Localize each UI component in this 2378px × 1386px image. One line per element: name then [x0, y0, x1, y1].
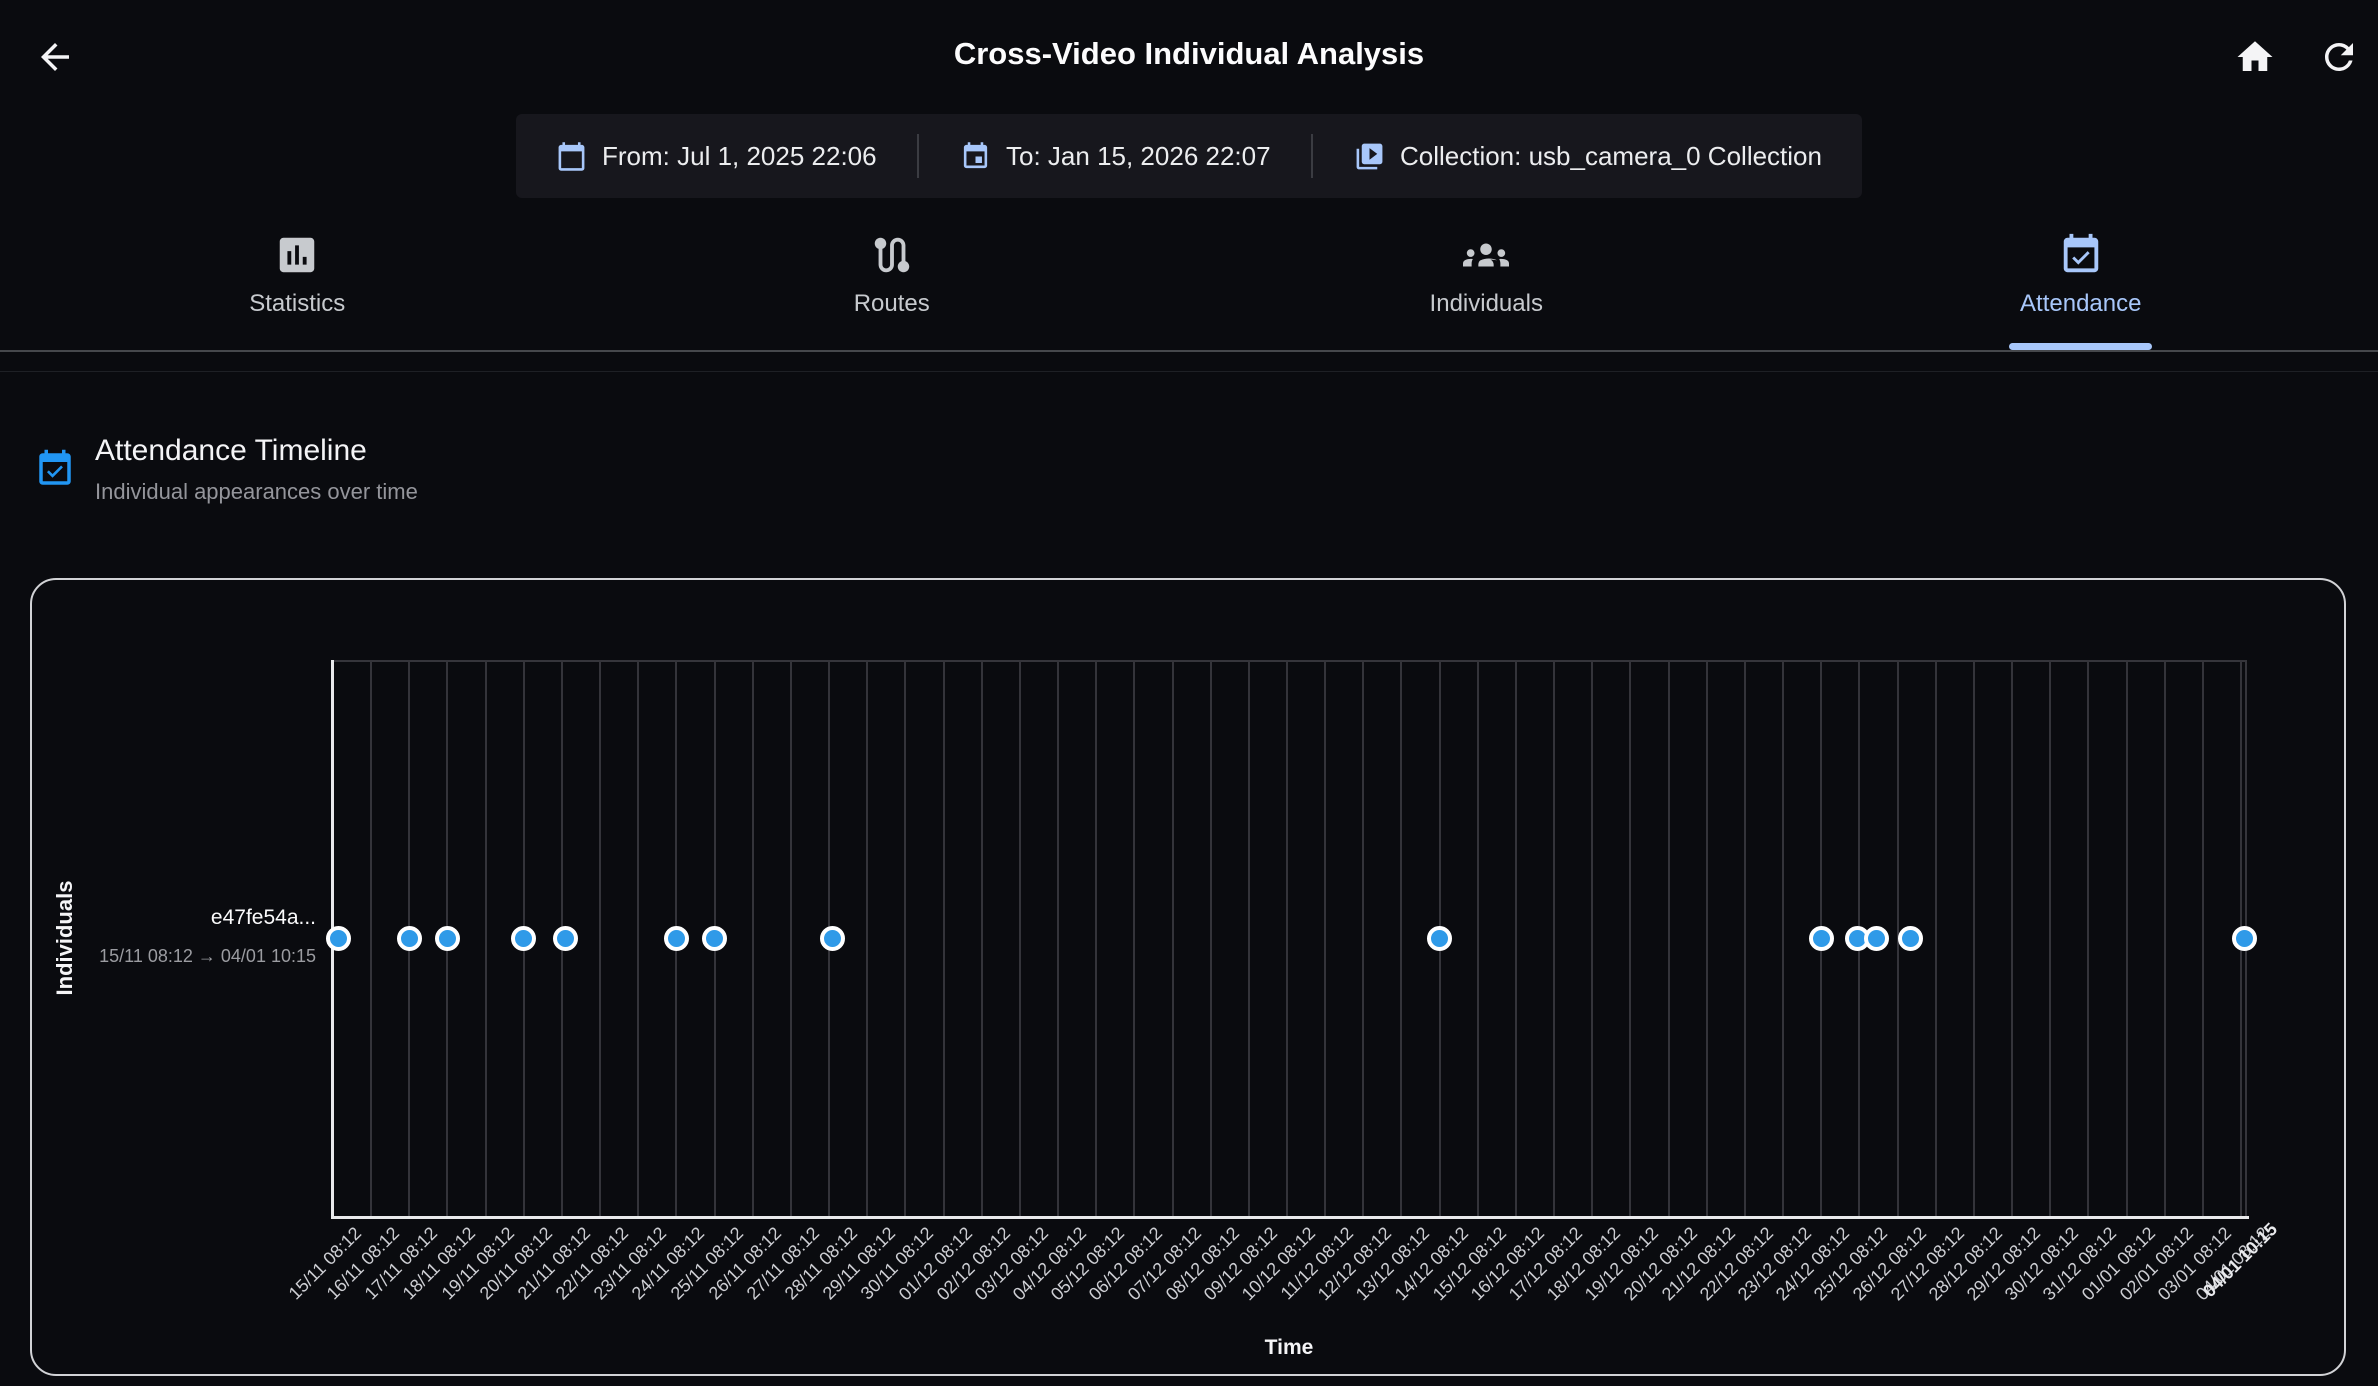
- home-icon: [2237, 41, 2273, 71]
- filter-divider: [917, 134, 920, 178]
- home-button[interactable]: [2234, 36, 2276, 78]
- individual-id-label: e47fe54a...: [210, 906, 316, 929]
- section-title: Attendance Timeline: [95, 434, 367, 467]
- x-axis-title: Time: [1264, 1336, 1314, 1359]
- tab-individuals-label: Individuals: [1429, 290, 1543, 317]
- tabs-divider: [0, 350, 2378, 352]
- filter-collection[interactable]: Collection: usb_camera_0 Collection: [1354, 141, 1822, 172]
- gridline: [484, 660, 487, 1216]
- appearance-dot[interactable]: [1898, 925, 1924, 951]
- gridline: [1667, 660, 1670, 1216]
- plot-top-border: [333, 660, 2246, 662]
- gridline: [866, 660, 869, 1216]
- gridline: [1934, 660, 1937, 1216]
- appearance-dot[interactable]: [1427, 925, 1453, 951]
- gridline: [1591, 660, 1594, 1216]
- statistics-icon: [280, 237, 315, 273]
- gridline: [637, 660, 640, 1216]
- gridline: [370, 660, 373, 1216]
- tab-attendance-label: Attendance: [2020, 290, 2142, 317]
- gridline: [1553, 660, 1556, 1216]
- appearance-dot[interactable]: [511, 925, 537, 951]
- appearance-dot[interactable]: [702, 925, 728, 951]
- gridline: [2087, 660, 2090, 1216]
- appearance-dot[interactable]: [396, 925, 422, 951]
- filter-collection-label: Collection: usb_camera_0 Collection: [1399, 140, 1822, 171]
- gridline: [1705, 660, 1708, 1216]
- tab-individuals[interactable]: Individuals: [1189, 224, 1784, 350]
- arrow-back-icon: [41, 43, 69, 71]
- appearance-dot[interactable]: [326, 925, 352, 951]
- gridline: [942, 660, 945, 1216]
- gridline: [2163, 660, 2166, 1216]
- refresh-icon: [2325, 43, 2353, 71]
- gridline: [1133, 660, 1136, 1216]
- gridline: [1286, 660, 1288, 1216]
- calendar-event-icon: [963, 141, 988, 168]
- appearance-dot[interactable]: [434, 925, 460, 951]
- routes-icon: [874, 237, 909, 273]
- gridline: [2049, 660, 2052, 1216]
- gridline: [1247, 660, 1250, 1216]
- filter-bar: From: Jul 1, 2025 22:06 To: Jan 15, 2026…: [516, 114, 1862, 198]
- gridline: [904, 660, 907, 1216]
- gridline: [789, 660, 792, 1216]
- appearance-dot[interactable]: [553, 925, 579, 951]
- attendance-icon: [2063, 233, 2098, 273]
- filter-divider: [1311, 134, 1314, 178]
- gridline: [751, 660, 754, 1216]
- filter-from[interactable]: From: Jul 1, 2025 22:06: [556, 141, 877, 172]
- refresh-button[interactable]: [2318, 36, 2360, 78]
- page-title: Cross-Video Individual Analysis: [953, 36, 1425, 71]
- tab-routes-label: Routes: [853, 290, 930, 317]
- tab-bar: Statistics Routes Individuals Attendance: [0, 224, 2378, 350]
- tab-statistics[interactable]: Statistics: [0, 224, 595, 350]
- section-subtitle: Individual appearances over time: [95, 479, 418, 504]
- gridline: [1324, 660, 1327, 1216]
- gridline: [1209, 660, 1212, 1216]
- gridline: [2201, 660, 2204, 1216]
- filter-to[interactable]: To: Jan 15, 2026 22:07: [960, 141, 1271, 172]
- gridline: [1018, 660, 1021, 1216]
- video-library-icon: [1356, 143, 1383, 169]
- gridline: [1972, 660, 1975, 1216]
- gridline: [2011, 660, 2014, 1216]
- back-button[interactable]: [34, 36, 76, 78]
- gridline: [1476, 660, 1479, 1216]
- gridline: [599, 660, 602, 1216]
- content-divider: [0, 371, 2378, 372]
- individual-range-label: 15/11 08:12 → 04/01 10:15: [99, 946, 316, 966]
- gridline: [1057, 660, 1060, 1216]
- gridline: [1743, 660, 1746, 1216]
- gridline: [1782, 660, 1785, 1216]
- gridline: [1171, 660, 1174, 1216]
- appearance-dot[interactable]: [663, 925, 689, 951]
- gridline: [1896, 660, 1899, 1216]
- x-axis-line: [331, 1216, 2249, 1219]
- gridline: [1400, 660, 1403, 1216]
- gridline: [980, 660, 983, 1216]
- y-axis-title: Individuals: [52, 880, 77, 996]
- active-tab-indicator: [2009, 343, 2152, 350]
- tab-attendance[interactable]: Attendance: [1784, 224, 2378, 350]
- tab-statistics-label: Statistics: [249, 290, 346, 317]
- gridline: [1629, 660, 1632, 1216]
- gridline: [2125, 660, 2128, 1216]
- appearance-dot[interactable]: [2231, 925, 2257, 951]
- gridline: [1514, 660, 1517, 1216]
- individuals-icon: [1463, 243, 1510, 267]
- appearance-dot[interactable]: [820, 925, 846, 951]
- filter-to-label: To: Jan 15, 2026 22:07: [1006, 140, 1271, 171]
- attendance-timeline-chart: [30, 578, 2346, 1376]
- gridline: [1362, 660, 1365, 1216]
- calendar-icon: [558, 141, 585, 171]
- calendar-check-icon: [34, 448, 76, 490]
- filter-from-label: From: Jul 1, 2025 22:06: [602, 140, 877, 171]
- appearance-dot[interactable]: [1864, 925, 1890, 951]
- appearance-dot[interactable]: [1808, 925, 1834, 951]
- tab-routes[interactable]: Routes: [595, 224, 1190, 350]
- gridline: [1095, 660, 1098, 1216]
